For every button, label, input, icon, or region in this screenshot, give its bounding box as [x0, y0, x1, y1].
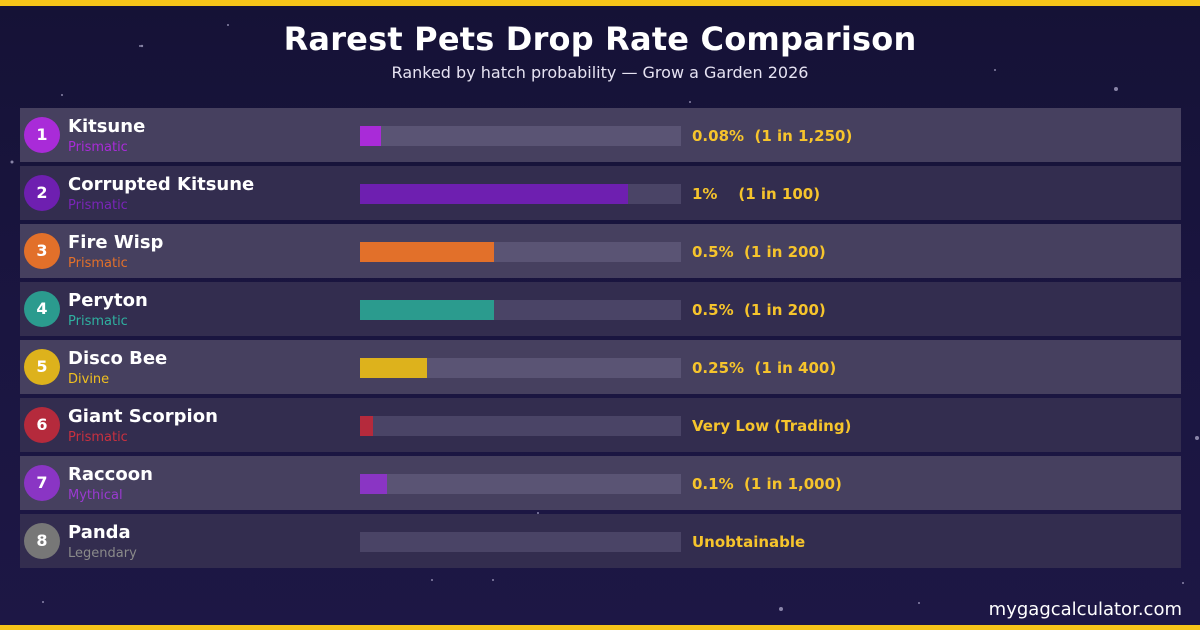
bar-fill: [360, 416, 373, 436]
star: [61, 94, 63, 96]
pet-rarity: Mythical: [68, 488, 123, 503]
chart-subtitle: Ranked by hatch probability — Grow a Gar…: [391, 63, 809, 82]
star: [140, 44, 144, 48]
pet-rarity: Prismatic: [68, 430, 128, 445]
rank-badge: 4: [24, 291, 60, 327]
drop-rate-label: 0.25% (1 in 400): [692, 359, 837, 377]
bar-track: [360, 416, 681, 436]
bar-fill: [360, 474, 387, 494]
bottom-accent-bar: [0, 625, 1200, 630]
pet-row: 2 Corrupted Kitsune Prismatic 1% (1 in 100): [20, 166, 1181, 220]
pet-name: Kitsune: [68, 116, 146, 137]
drop-rate-label: Very Low (Trading): [692, 417, 852, 435]
bar-fill: [360, 300, 494, 320]
pet-rarity: Prismatic: [68, 256, 128, 271]
bar-track: [360, 242, 681, 262]
star: [10, 160, 14, 164]
star: [492, 579, 494, 581]
drop-rate-label: 0.1% (1 in 1,000): [692, 475, 842, 493]
rank-badge: 7: [24, 465, 60, 501]
bar-fill: [360, 184, 628, 204]
pet-rarity: Prismatic: [68, 198, 128, 213]
star: [42, 601, 44, 603]
star: [139, 45, 141, 47]
pet-row: 8 Panda Legendary Unobtainable: [20, 514, 1181, 568]
star: [689, 101, 691, 103]
rank-badge: 1: [24, 117, 60, 153]
chart-title: Rarest Pets Drop Rate Comparison: [283, 20, 917, 58]
star: [1114, 87, 1118, 91]
pet-row: 5 Disco Bee Divine 0.25% (1 in 400): [20, 340, 1181, 394]
pet-row: 3 Fire Wisp Prismatic 0.5% (1 in 200): [20, 224, 1181, 278]
pet-row: 6 Giant Scorpion Prismatic Very Low (Tradin…: [20, 398, 1181, 452]
star: [918, 602, 920, 604]
star: [227, 24, 229, 26]
top-accent-bar: [0, 0, 1200, 6]
pet-rarity: Prismatic: [68, 314, 128, 329]
star: [431, 579, 433, 581]
star: [779, 607, 783, 611]
star: [994, 69, 996, 71]
rank-badge: 2: [24, 175, 60, 211]
bar-track: [360, 358, 681, 378]
pet-rows: 1 Kitsune Prismatic 0.08% (1 in 1,250) 2 Corr…: [20, 108, 1181, 572]
pet-name: Corrupted Kitsune: [68, 174, 255, 195]
rank-badge: 6: [24, 407, 60, 443]
drop-rate-label: 0.5% (1 in 200): [692, 243, 826, 261]
drop-rate-label: Unobtainable: [692, 533, 806, 551]
drop-rate-label: 0.08% (1 in 1,250): [692, 127, 853, 145]
star: [1195, 436, 1199, 440]
bar-fill: [360, 242, 494, 262]
star: [537, 512, 539, 514]
bar-track: [360, 532, 681, 552]
bar-fill: [360, 358, 427, 378]
rank-badge: 8: [24, 523, 60, 559]
rank-badge: 3: [24, 233, 60, 269]
pet-name: Giant Scorpion: [68, 406, 218, 427]
pet-row: 4 Peryton Prismatic 0.5% (1 in 200): [20, 282, 1181, 336]
bar-track: [360, 300, 681, 320]
pet-name: Raccoon: [68, 464, 153, 485]
star: [1182, 582, 1184, 584]
pet-row: 1 Kitsune Prismatic 0.08% (1 in 1,250): [20, 108, 1181, 162]
bar-track: [360, 474, 681, 494]
drop-rate-label: 0.5% (1 in 200): [692, 301, 826, 319]
pet-rarity: Prismatic: [68, 140, 128, 155]
bar-fill: [360, 126, 381, 146]
pet-name: Peryton: [68, 290, 148, 311]
pet-name: Panda: [68, 522, 131, 543]
rank-badge: 5: [24, 349, 60, 385]
bar-track: [360, 126, 681, 146]
pet-rarity: Legendary: [68, 546, 137, 561]
pet-rarity: Divine: [68, 372, 110, 387]
bar-track: [360, 184, 681, 204]
pet-row: 7 Raccoon Mythical 0.1% (1 in 1,000): [20, 456, 1181, 510]
pet-name: Disco Bee: [68, 348, 168, 369]
pet-name: Fire Wisp: [68, 232, 164, 253]
site-url[interactable]: mygagcalculator.com: [988, 599, 1182, 620]
drop-rate-label: 1% (1 in 100): [692, 185, 821, 203]
